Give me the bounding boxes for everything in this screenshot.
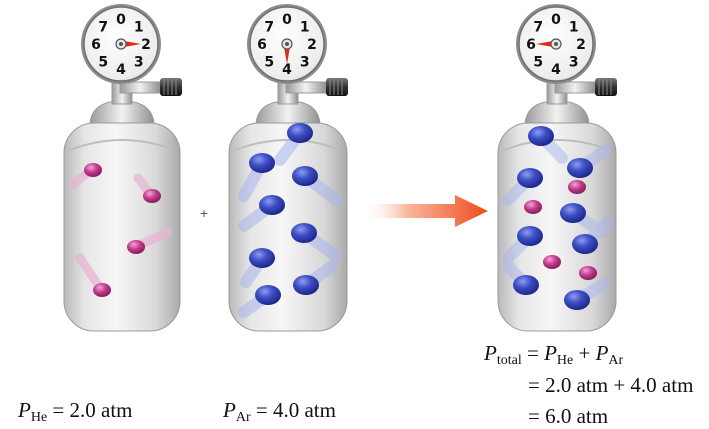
total-pressure-result-line: = 6.0 atm bbox=[528, 404, 609, 428]
gauge-dial-number: 2 bbox=[307, 37, 317, 53]
helium-pressure-label: PHe = 2.0 atm bbox=[18, 398, 133, 425]
helium-atom bbox=[524, 200, 542, 214]
argon-atom bbox=[572, 234, 598, 254]
gauge-dial-number: 1 bbox=[569, 19, 579, 35]
argon-atom bbox=[255, 285, 281, 305]
argon-atom bbox=[567, 158, 593, 178]
argon-atom bbox=[291, 223, 317, 243]
total-pressure-equation: Ptotal = PHe + PAr bbox=[484, 341, 624, 368]
gauge-dial-number: 0 bbox=[282, 12, 292, 28]
helium-atom bbox=[93, 283, 111, 297]
helium-atom bbox=[127, 240, 145, 254]
gauge-dial-number: 2 bbox=[141, 37, 151, 53]
valve-knob-icon bbox=[326, 78, 348, 96]
argon-atom bbox=[564, 290, 590, 310]
helium-atoms bbox=[67, 163, 173, 297]
valve-knob-icon bbox=[595, 78, 617, 96]
pressure-gauge-he: 0 1 2 345 6 7 bbox=[81, 4, 161, 84]
gauge-dial-number: 0 bbox=[116, 12, 126, 28]
argon-atom bbox=[293, 275, 319, 295]
argon-atoms bbox=[249, 123, 319, 305]
gauge-dial-number: 0 bbox=[551, 12, 561, 28]
argon-atom bbox=[292, 166, 318, 186]
gauge-dial-number: 6 bbox=[91, 37, 101, 53]
plus-sign: + bbox=[200, 205, 208, 221]
gauge-dial-number: 7 bbox=[264, 19, 274, 35]
total-pressure-sum-line: = 2.0 atm + 4.0 atm bbox=[528, 373, 694, 397]
argon-atom bbox=[259, 195, 285, 215]
argon-atom bbox=[517, 226, 543, 246]
pressure-gauge-mix: 0 1 2 345 6 7 bbox=[516, 4, 596, 84]
argon-atom bbox=[287, 123, 313, 143]
mixture-atoms bbox=[513, 126, 598, 310]
helium-atom bbox=[143, 189, 161, 203]
gauge-dial-number: 6 bbox=[257, 37, 267, 53]
argon-pressure-label: PAr = 4.0 atm bbox=[223, 398, 336, 425]
gauge-dial-number: 1 bbox=[134, 19, 144, 35]
helium-atom bbox=[568, 180, 586, 194]
gauge-dial-number: 7 bbox=[98, 19, 108, 35]
argon-atom bbox=[249, 153, 275, 173]
gauge-dial-number: 1 bbox=[300, 19, 310, 35]
helium-atom bbox=[84, 163, 102, 177]
gauge-dial-number: 2 bbox=[576, 37, 586, 53]
argon-atom bbox=[560, 203, 586, 223]
mixing-arrow-icon bbox=[362, 195, 488, 227]
gauge-dial-number: 5 bbox=[264, 55, 274, 71]
gauge-dial-number: 3 bbox=[300, 55, 310, 71]
gauge-dial-number: 3 bbox=[569, 55, 579, 71]
argon-atom bbox=[517, 168, 543, 188]
gauge-dial-number: 7 bbox=[533, 19, 543, 35]
helium-atom bbox=[579, 266, 597, 280]
gauge-dial-number: 4 bbox=[282, 62, 292, 78]
valve-knob-icon bbox=[160, 78, 182, 96]
gauge-dial-number: 4 bbox=[551, 62, 561, 78]
argon-cylinder bbox=[228, 71, 348, 332]
argon-atom bbox=[249, 248, 275, 268]
argon-atom bbox=[528, 126, 554, 146]
gauge-dial-number: 6 bbox=[526, 37, 536, 53]
argon-atom bbox=[513, 275, 539, 295]
helium-atom bbox=[543, 255, 561, 269]
helium-cylinder bbox=[63, 71, 182, 332]
pressure-gauge-ar: 0 1 2 345 6 7 bbox=[247, 4, 327, 84]
mixture-cylinder bbox=[497, 71, 617, 332]
gauge-dial-number: 4 bbox=[116, 62, 126, 78]
gauge-dial-number: 3 bbox=[134, 55, 144, 71]
gauge-dial-number: 5 bbox=[98, 55, 108, 71]
gauge-dial-number: 5 bbox=[533, 55, 543, 71]
